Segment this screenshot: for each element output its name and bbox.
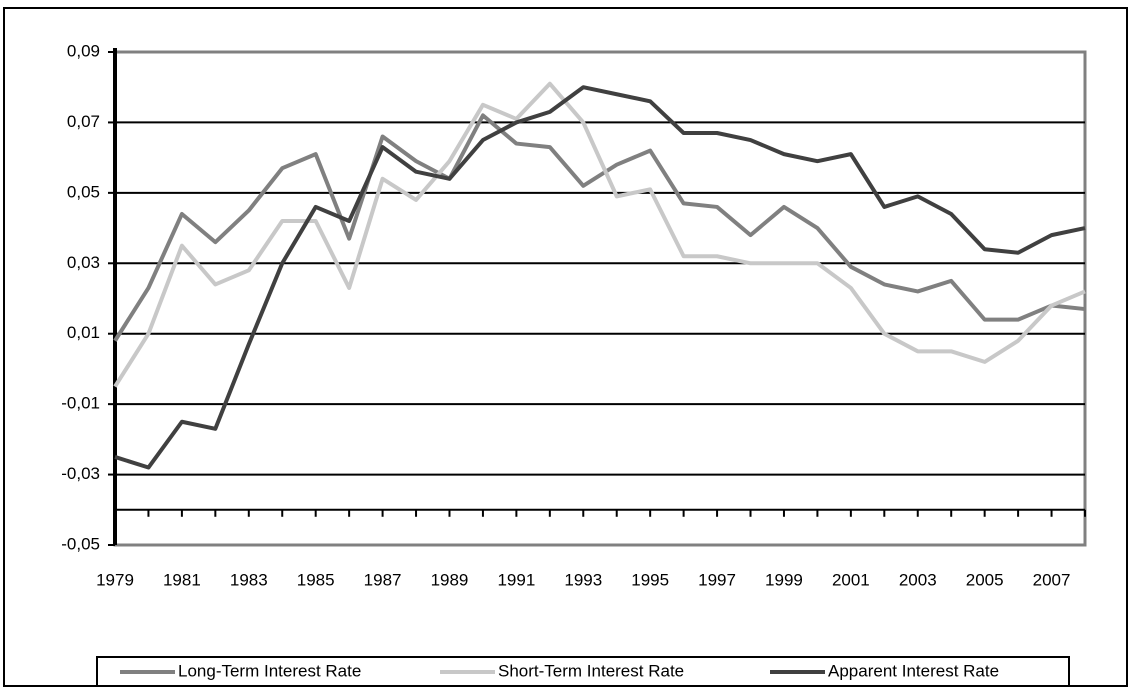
legend-label: Short-Term Interest Rate: [498, 661, 684, 680]
x-tick-label: 1995: [631, 570, 669, 589]
x-tick-label: 2003: [899, 570, 937, 589]
legend-label: Long-Term Interest Rate: [178, 661, 361, 680]
legend-label: Apparent Interest Rate: [828, 661, 999, 680]
y-tick-label: 0,05: [67, 182, 100, 201]
x-tick-label: 2001: [832, 570, 870, 589]
x-tick-label: 1983: [230, 570, 268, 589]
legend-box: [96, 656, 1070, 687]
y-tick-label: -0,03: [61, 464, 100, 483]
x-tick-label: 1993: [564, 570, 602, 589]
x-tick-label: 2005: [966, 570, 1004, 589]
y-tick-label: 0,03: [67, 253, 100, 272]
y-tick-label: 0,07: [67, 112, 100, 131]
x-tick-label: 1989: [431, 570, 469, 589]
plot-frame: [113, 50, 1087, 547]
x-tick-label: 2007: [1033, 570, 1071, 589]
x-tick-label: 1981: [163, 570, 201, 589]
x-tick-label: 1991: [497, 570, 535, 589]
x-tick-label: 1979: [96, 570, 134, 589]
x-tick-label: 1985: [297, 570, 335, 589]
x-tick-label: 1987: [364, 570, 402, 589]
series-line: [113, 81, 1086, 388]
series-line: [113, 113, 1086, 342]
y-tick-label: -0,01: [61, 394, 100, 413]
y-tick-label: -0,05: [61, 534, 100, 553]
series-line: [114, 85, 1086, 470]
y-tick-label: 0,01: [67, 323, 100, 342]
y-tick-label: 0,09: [67, 41, 100, 60]
x-tick-label: 1997: [698, 570, 736, 589]
x-tick-label: 1999: [765, 570, 803, 589]
